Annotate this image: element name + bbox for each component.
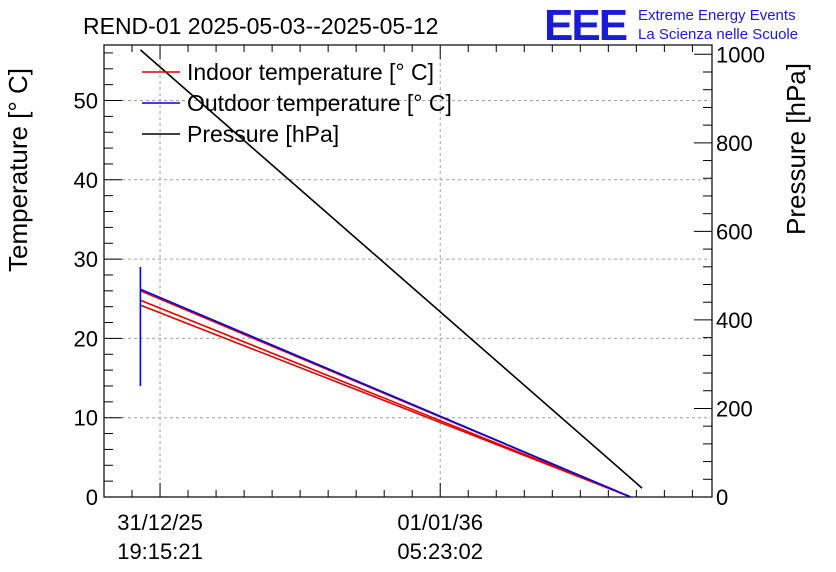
y-tick-label: 40: [74, 168, 98, 193]
y2-tick-label: 0: [716, 485, 728, 510]
y2-tick-label: 400: [716, 308, 753, 333]
eee-logo: EEE Extreme Energy Events La Scienza nel…: [544, 1, 798, 50]
series-1-segment-1: [140, 288, 632, 498]
y2-tick-label: 600: [716, 219, 753, 244]
chart-title: REND-01 2025-05-03--2025-05-12: [83, 13, 438, 39]
legend-label-pressure: Pressure [hPa]: [187, 121, 339, 147]
y2-axis-label: Pressure [hPa]: [781, 63, 811, 235]
y-tick-label: 20: [74, 326, 98, 351]
x-tick-time: 05:23:02: [397, 539, 483, 564]
x-tick-time: 19:15:21: [117, 539, 203, 564]
series-layer: [139, 49, 643, 498]
axes: 0 10 20 30 40 50 0 200 400 600 800 1000 31/12/25 19:1…: [74, 42, 765, 564]
y-tick-label: 50: [74, 89, 98, 114]
y2-tick-label: 800: [716, 131, 753, 156]
legend-label-outdoor: Outdoor temperature [° C]: [187, 90, 452, 116]
y-tick-label: 0: [86, 485, 98, 510]
x-tick-date: 31/12/25: [117, 510, 203, 535]
y-tick-label: 10: [74, 406, 98, 431]
grid: [104, 45, 712, 497]
y2-tick-label: 200: [716, 396, 753, 421]
logo-mark: EEE: [544, 1, 627, 50]
series-0-segment-1: [140, 299, 631, 498]
y-axis-label: Temperature [° C]: [3, 68, 33, 272]
legend-label-indoor: Indoor temperature [° C]: [187, 59, 434, 85]
series-2-segment-0: [139, 49, 643, 489]
logo-line-1: Extreme Energy Events: [638, 7, 796, 24]
legend: Indoor temperature [° C] Outdoor tempera…: [142, 59, 452, 147]
y-tick-label: 30: [74, 247, 98, 272]
plot-frame: [103, 44, 713, 498]
y2-tick-label: 1000: [716, 42, 765, 67]
logo-line-2: La Scienza nelle Scuole: [638, 26, 798, 43]
x-tick-date: 01/01/36: [397, 510, 483, 535]
